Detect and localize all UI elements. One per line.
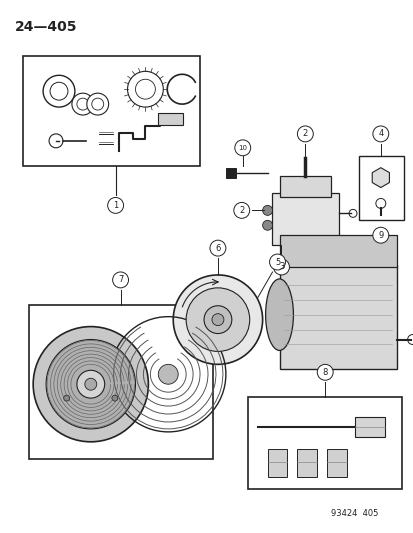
Circle shape [211,314,223,326]
Bar [354,417,384,437]
Text: 4: 4 [377,130,382,139]
Circle shape [33,327,148,442]
Circle shape [112,272,128,288]
Bar [279,265,396,369]
Circle shape [209,240,225,256]
Circle shape [348,209,356,217]
Circle shape [233,203,249,219]
Circle shape [50,82,68,100]
Circle shape [43,75,75,107]
Bar [297,449,316,477]
Circle shape [273,259,289,275]
Text: 2: 2 [239,206,244,215]
Text: 10: 10 [238,145,247,151]
Bar [23,56,199,166]
Bar [279,175,330,197]
Text: 2: 2 [302,130,307,139]
Circle shape [127,71,163,107]
Circle shape [173,275,262,365]
Bar [225,168,235,177]
Circle shape [158,365,178,384]
Text: 1: 1 [113,201,118,210]
Circle shape [269,254,285,270]
Bar [29,305,212,459]
Text: 3: 3 [278,262,283,271]
Polygon shape [371,168,389,188]
Circle shape [92,98,103,110]
Ellipse shape [265,279,293,350]
Circle shape [49,134,63,148]
Text: 5: 5 [274,257,280,266]
Circle shape [135,79,155,99]
Circle shape [107,197,123,213]
Circle shape [112,395,118,401]
Text: 24—405: 24—405 [15,20,78,34]
Circle shape [372,126,388,142]
Text: 9: 9 [377,231,382,240]
Circle shape [87,93,108,115]
Circle shape [186,288,249,351]
Circle shape [46,340,135,429]
Circle shape [375,198,385,208]
Circle shape [77,98,88,110]
Circle shape [316,365,332,380]
Text: 6: 6 [215,244,220,253]
Bar [158,113,183,125]
Circle shape [234,140,250,156]
Circle shape [372,227,388,243]
Text: 7: 7 [118,276,123,285]
Circle shape [77,370,104,398]
Text: 93424  405: 93424 405 [331,510,378,518]
Circle shape [72,93,93,115]
Bar [326,449,346,477]
Circle shape [64,395,69,401]
Circle shape [85,378,97,390]
Circle shape [262,220,272,230]
Bar [279,235,396,267]
Circle shape [204,306,231,334]
Bar [358,156,403,220]
Circle shape [407,335,413,344]
Circle shape [262,205,272,215]
Bar [267,449,287,477]
Bar [247,397,401,489]
Text: 8: 8 [322,368,327,377]
Bar [271,193,338,245]
Circle shape [374,172,386,183]
Circle shape [297,126,313,142]
